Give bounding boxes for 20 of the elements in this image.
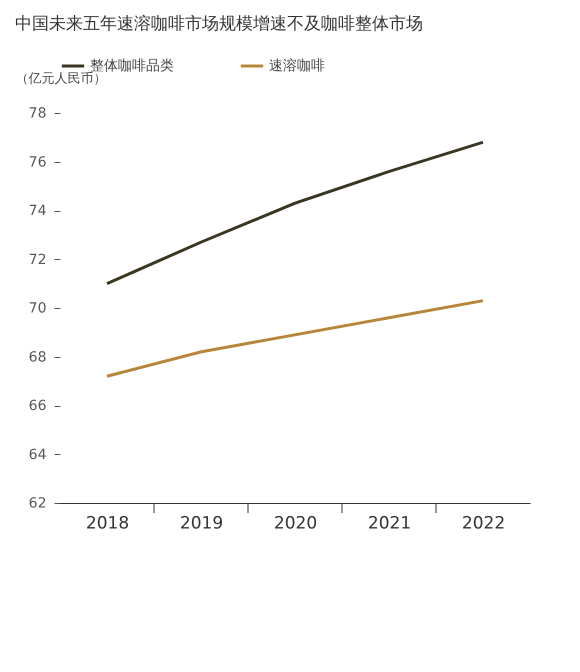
legend-label: 速溶咖啡 (269, 58, 325, 74)
x-tick-label: 2022 (462, 514, 506, 534)
y-tick-label: 64 (28, 446, 47, 463)
x-tick-label: 2021 (368, 514, 412, 534)
x-tick-label: 2019 (180, 514, 224, 534)
line-series (106, 140, 484, 286)
y-tick-label: 74 (28, 203, 47, 219)
legend-label: 整体咖啡品类 (90, 58, 174, 74)
y-tick-label: 76 (28, 154, 47, 170)
chart-title: 中国未来五年速溶咖啡市场规模增速不及咖啡整体市场 (15, 14, 423, 34)
y-tick-label: 70 (28, 300, 46, 316)
x-tick-label: 2020 (274, 514, 318, 534)
y-tick-label: 68 (28, 349, 46, 366)
line-series (106, 299, 484, 378)
y-tick-label: 78 (28, 106, 46, 122)
y-tick-label: 66 (28, 398, 47, 414)
y-tick-label: 62 (28, 496, 46, 512)
y-axis-title: （亿元人民币） (16, 72, 106, 86)
x-tick-label: 2018 (86, 514, 130, 534)
y-tick-label: 72 (28, 252, 46, 268)
